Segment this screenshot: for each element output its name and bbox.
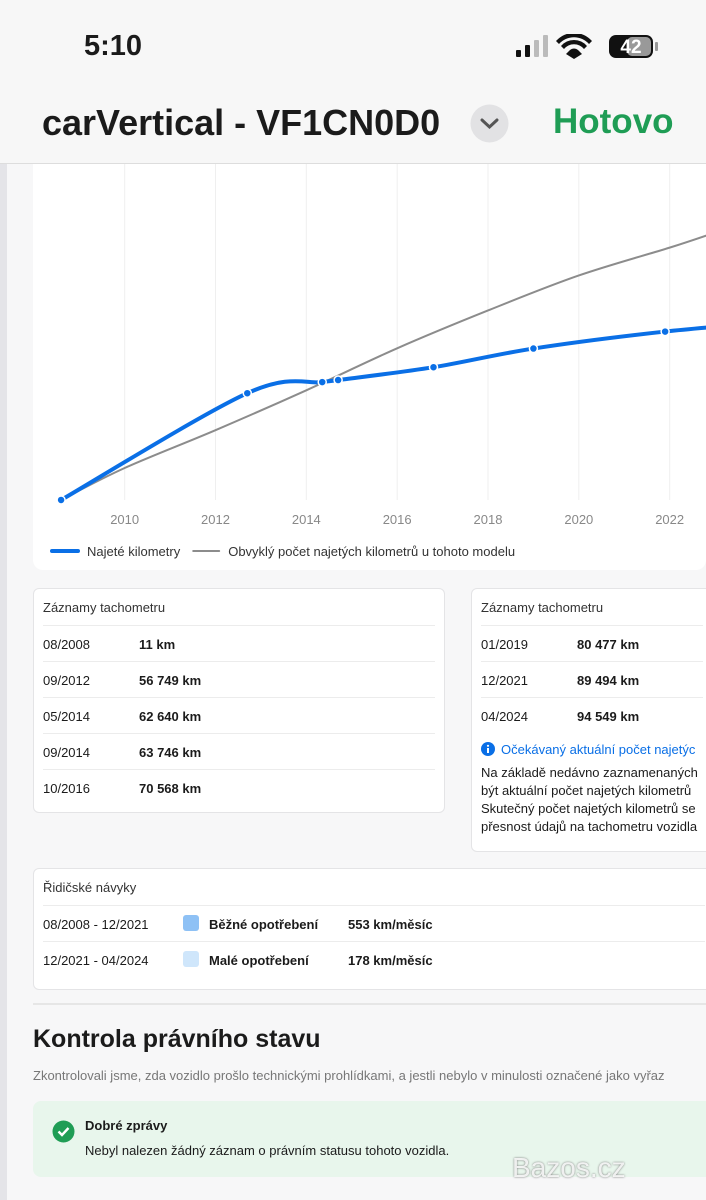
table-row: 08/2008 11 km bbox=[43, 625, 435, 662]
series-line bbox=[60, 234, 706, 501]
table-row: 09/2014 63 746 km bbox=[43, 733, 435, 770]
legend-label: Najeté kilometry bbox=[87, 544, 181, 559]
note-line: Skutečný počet najetých kilometrů se bbox=[481, 801, 696, 816]
table-cell: 04/2024 bbox=[481, 709, 528, 724]
table-row: 12/2021 89 494 km bbox=[481, 661, 703, 698]
table-row: 04/2024 94 549 km bbox=[481, 697, 703, 734]
result-title: Dobré zprávy bbox=[85, 1118, 168, 1133]
x-tick-label: 2010 bbox=[110, 512, 139, 527]
card-title: Řidičské návyky bbox=[43, 880, 137, 895]
table-cell: 09/2014 bbox=[43, 745, 90, 760]
table-cell: 62 640 km bbox=[139, 709, 202, 724]
data-point bbox=[242, 388, 253, 398]
table-cell: 553 km/měsíc bbox=[348, 917, 433, 932]
table-row: 10/2016 70 568 km bbox=[43, 769, 435, 806]
table-cell: Malé opotřebení bbox=[209, 953, 309, 968]
check-icon bbox=[52, 1120, 75, 1143]
table-cell: 08/2008 bbox=[43, 637, 90, 652]
data-point bbox=[428, 362, 439, 372]
done-button[interactable]: Hotovo bbox=[553, 102, 674, 141]
data-point bbox=[56, 495, 66, 505]
legend-label: Obvyklý počet najetých kilometrů u tohot… bbox=[228, 544, 515, 559]
scroll-edge bbox=[0, 164, 7, 1200]
mileage-chart: 2010 2012 2014 2016 2018 2020 2022 Najeté kilom… bbox=[33, 164, 706, 570]
info-dot bbox=[486, 744, 490, 747]
note-line: být aktuální počet najetých kilometrů bbox=[481, 783, 692, 798]
table-cell: 80 477 km bbox=[577, 637, 640, 652]
info-icon bbox=[481, 742, 495, 756]
table-cell: 01/2019 bbox=[481, 637, 528, 652]
note-line: přesnost údajů na tachometru vozidla bbox=[481, 819, 698, 834]
data-point bbox=[660, 326, 670, 337]
habit-swatch bbox=[183, 915, 199, 931]
driving-habits: Řidičské návyky 08/2008 - 12/2021 Běžné op… bbox=[33, 868, 706, 990]
header: 5:10 42 carVertical - VF1CN0D0 Hotovo bbox=[0, 0, 706, 164]
x-tick-label: 2018 bbox=[474, 512, 503, 527]
card-title: Záznamy tachometru bbox=[43, 600, 166, 615]
status-icons: 42 bbox=[516, 34, 658, 59]
table-cell: 10/2016 bbox=[43, 781, 90, 796]
clock: 5:10 bbox=[84, 30, 143, 62]
section-description: Zkontrolovali jsme, zda vozidlo prošlo t… bbox=[33, 1068, 665, 1083]
info-bar bbox=[487, 748, 489, 753]
x-tick-label: 2014 bbox=[292, 512, 321, 527]
data-point bbox=[333, 375, 343, 385]
result-box: Dobré zprávy Nebyl nalezen žádný záznam … bbox=[33, 1101, 706, 1177]
table-cell: 89 494 km bbox=[577, 673, 640, 688]
table-cell: 94 549 km bbox=[577, 709, 640, 724]
x-tick-label: 2020 bbox=[564, 512, 593, 527]
habit-swatch bbox=[183, 951, 199, 967]
note-title: Očekávaný aktuální počet najetýc bbox=[481, 742, 695, 757]
data-point bbox=[528, 343, 539, 354]
note-line: Na základě nedávno zaznamenaných bbox=[481, 765, 698, 780]
note-title-text: Očekávaný aktuální počet najetýc bbox=[501, 742, 696, 757]
table-row: 09/2012 56 749 km bbox=[43, 661, 435, 698]
table-cell: 09/2012 bbox=[43, 673, 90, 688]
result-text: Nebyl nalezen žádný záznam o právním sta… bbox=[85, 1143, 450, 1158]
dropdown-button[interactable] bbox=[470, 104, 509, 143]
nav-title: carVertical - VF1CN0D0 bbox=[42, 102, 441, 143]
table-cell: 63 746 km bbox=[139, 745, 202, 760]
battery-level: 42 bbox=[620, 37, 641, 58]
odometer-right: Záznamy tachometru 01/2019 80 477 km 12/202… bbox=[471, 588, 706, 852]
section-heading: Kontrola právního stavu bbox=[33, 1025, 321, 1053]
table-cell: 12/2021 bbox=[481, 673, 528, 688]
x-tick-label: 2016 bbox=[383, 512, 412, 527]
table-cell: 08/2008 - 12/2021 bbox=[43, 917, 149, 932]
table-cell: 70 568 km bbox=[139, 781, 202, 796]
table-row: 08/2008 - 12/2021 Běžné opotřebení 553 km/… bbox=[43, 905, 705, 942]
table-cell: 12/2021 - 04/2024 bbox=[43, 953, 149, 968]
divider bbox=[33, 1003, 706, 1005]
table-cell: 05/2014 bbox=[43, 709, 90, 724]
table-cell: 56 749 km bbox=[139, 673, 202, 688]
x-tick-label: 2022 bbox=[655, 512, 684, 527]
odometer-left: Záznamy tachometru 08/2008 11 km 09/2012 56 … bbox=[33, 588, 445, 813]
watermark: Bazos.cz bbox=[512, 1152, 626, 1183]
series-line bbox=[59, 325, 706, 502]
x-tick-label: 2012 bbox=[201, 512, 230, 527]
table-cell: 11 km bbox=[139, 637, 176, 652]
data-point bbox=[317, 377, 327, 387]
table-row: 05/2014 62 640 km bbox=[43, 697, 435, 734]
table-cell: 178 km/měsíc bbox=[348, 953, 433, 968]
table-cell: Běžné opotřebení bbox=[209, 917, 319, 932]
table-row: 12/2021 - 04/2024 Malé opotřebení 178 km/m… bbox=[43, 941, 705, 978]
table-row: 01/2019 80 477 km bbox=[481, 625, 703, 662]
card-title: Záznamy tachometru bbox=[481, 600, 604, 615]
